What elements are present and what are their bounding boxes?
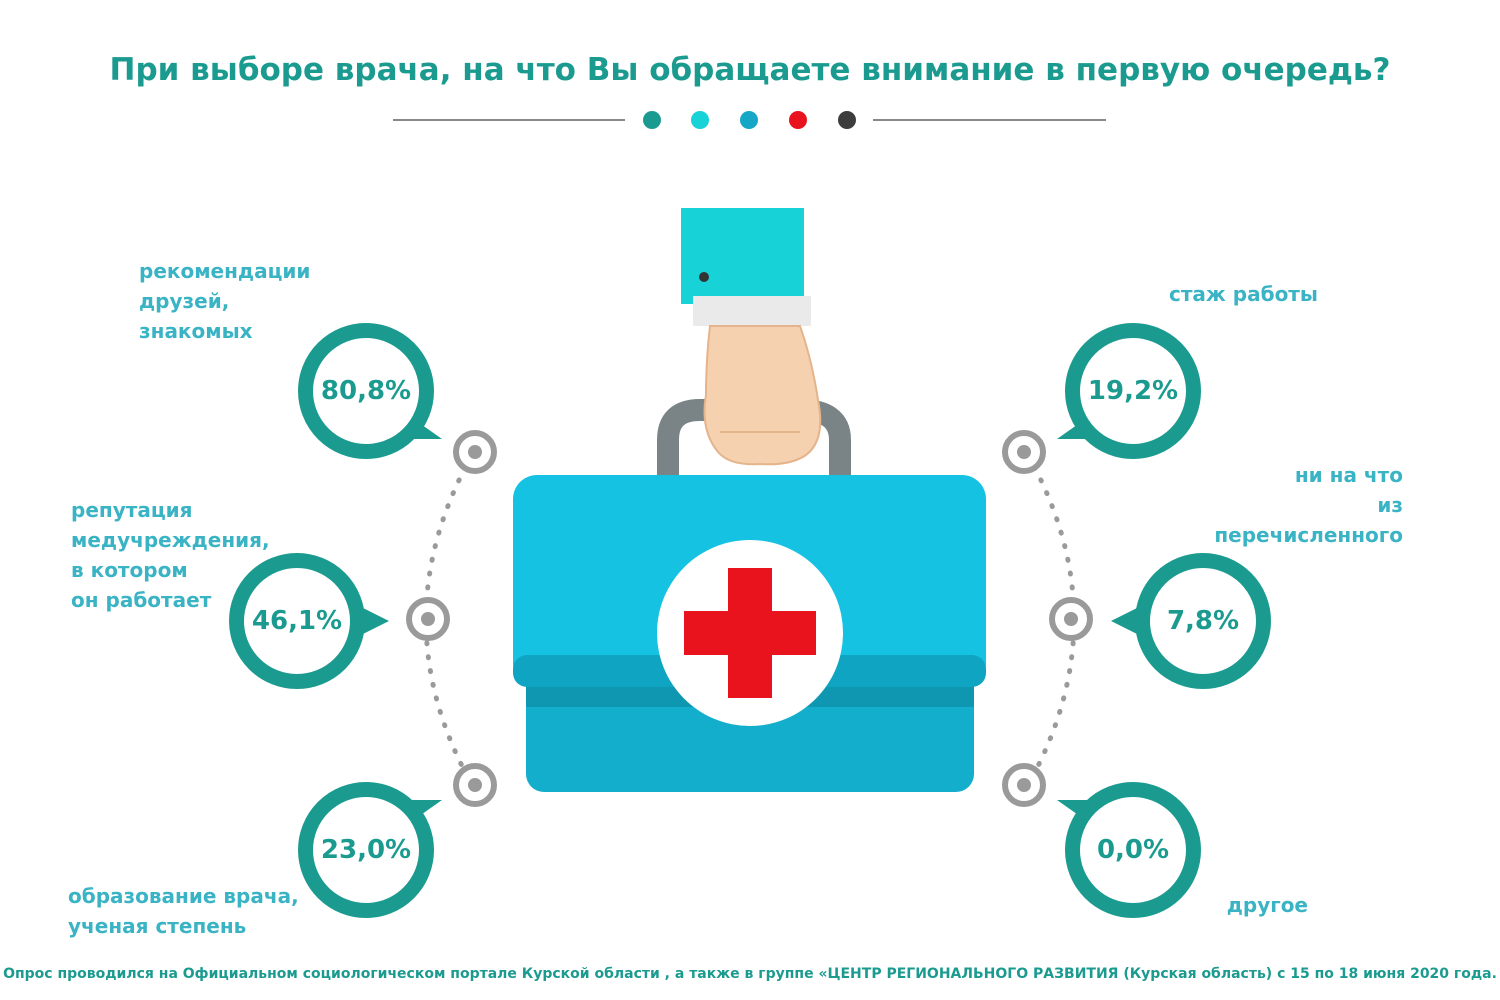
red-cross-horizontal bbox=[684, 611, 816, 655]
title-divider-left bbox=[393, 119, 625, 121]
item-value-experience: 19,2% bbox=[1087, 376, 1179, 406]
color-dot-dark bbox=[838, 111, 856, 129]
cuff-button bbox=[699, 272, 709, 282]
target-marker-2 bbox=[406, 597, 450, 641]
color-dot-blue bbox=[740, 111, 758, 129]
item-label-experience: стаж работы bbox=[1168, 282, 1318, 306]
target-marker-1 bbox=[453, 430, 497, 474]
sleeve bbox=[681, 208, 804, 304]
item-label-recommendations: рекомендации друзей, знакомых bbox=[139, 259, 311, 343]
target-marker-3 bbox=[453, 763, 497, 807]
color-dot-aqua bbox=[691, 111, 709, 129]
item-value-reputation: 46,1% bbox=[251, 606, 343, 636]
color-dot-teal bbox=[643, 111, 661, 129]
target-marker-5 bbox=[1049, 597, 1093, 641]
color-dot-red bbox=[789, 111, 807, 129]
survey-footnote: Опрос проводился на Официальном социолог… bbox=[3, 966, 1497, 982]
item-value-recommendations: 80,8% bbox=[320, 376, 412, 406]
page-title: При выборе врача, на что Вы обращаете вн… bbox=[109, 52, 1391, 88]
item-label-education: образование врача, ученая степень bbox=[68, 884, 299, 938]
target-marker-6 bbox=[1002, 763, 1046, 807]
item-label-other: другое bbox=[1226, 893, 1308, 917]
item-value-other: 0,0% bbox=[1096, 835, 1170, 865]
target-marker-4 bbox=[1002, 430, 1046, 474]
title-divider-right bbox=[873, 119, 1106, 121]
hand bbox=[703, 325, 822, 466]
item-value-education: 23,0% bbox=[320, 835, 412, 865]
item-label-none: ни на что из перечисленного bbox=[1214, 463, 1403, 547]
item-label-reputation: репутация медучреждения, в котором он ра… bbox=[71, 498, 270, 612]
shirt-cuff bbox=[693, 296, 811, 326]
item-value-none: 7,8% bbox=[1166, 606, 1240, 636]
